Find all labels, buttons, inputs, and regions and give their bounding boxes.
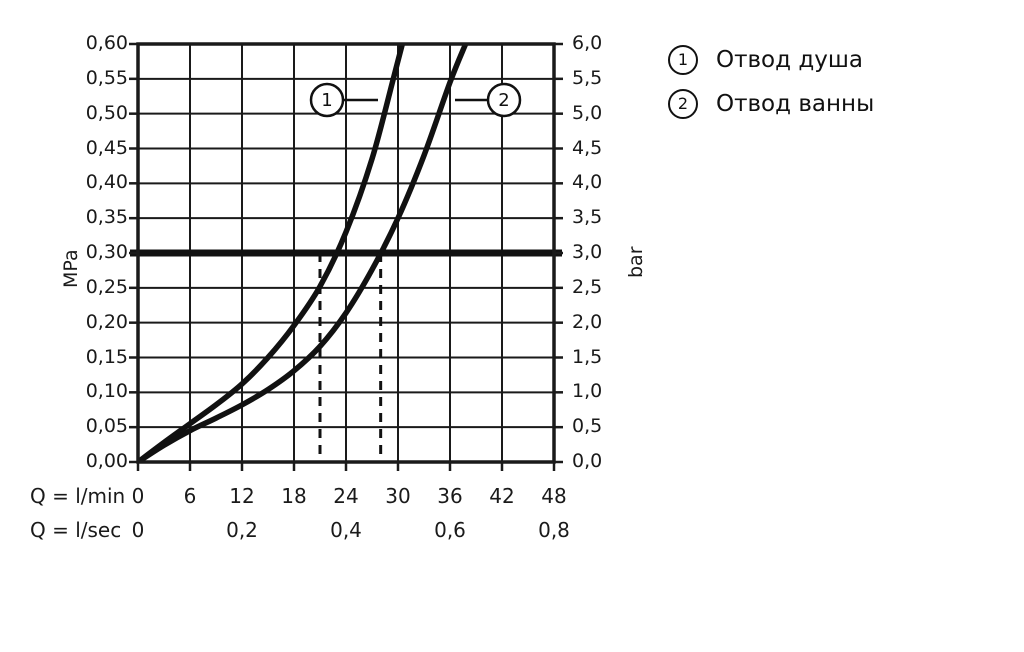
legend-label-1: Отвод душа [716,47,863,73]
legend-marker-2-icon: 2 [668,89,698,119]
callout-label-1: 1 [321,90,332,111]
legend-item-2: 2 Отвод ванны [668,84,998,124]
callout-circle-1 [309,82,345,118]
callout-circle-2 [486,82,522,118]
y-axis-left-title: MPa [60,249,82,288]
x-axis-row-label-lmin: Q = l/min [30,484,126,508]
chart-legend: 1 Отвод душа 2 Отвод ванны [668,40,998,128]
curve-2 [138,44,469,462]
y-axis-right-title: bar [625,246,647,278]
legend-label-2: Отвод ванны [716,91,875,117]
chart-frame [136,42,556,464]
dropline-annotations [318,253,383,462]
x-axis-row-label-lsec: Q = l/sec [30,518,122,542]
legend-item-1: 1 Отвод душа [668,40,998,80]
callout-label-2: 2 [498,90,509,111]
chart-curves [138,44,469,462]
curve-1 [138,44,406,462]
legend-marker-1-icon: 1 [668,45,698,75]
